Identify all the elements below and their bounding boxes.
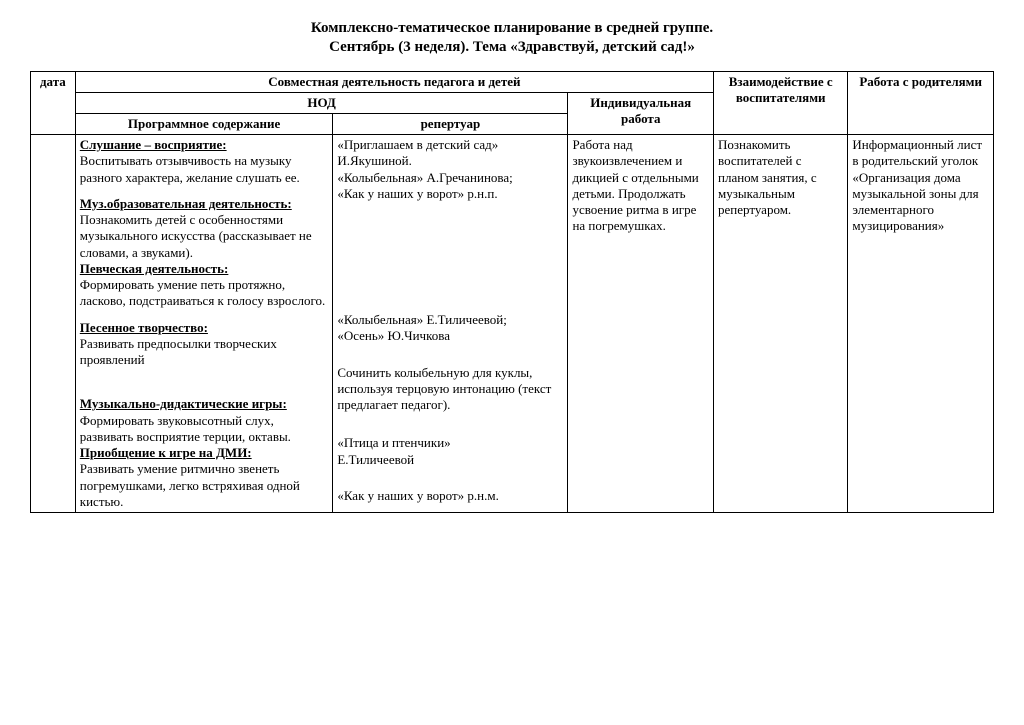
cell-program: Слушание – восприятие: Воспитывать отзыв… [75,135,333,513]
rep-text: «Как у наших у ворот» р.н.п. [337,186,497,201]
header-program: Программное содержание [75,114,333,135]
page-title-1: Комплексно-тематическое планирование в с… [30,20,994,37]
header-teachers: Взаимодействие с воспитателями [714,72,848,135]
section-body: Формировать звуковысотный слух, развиват… [80,413,291,444]
section-head: Певческая деятельность: [80,261,229,276]
page-title-2: Сентябрь (3 неделя). Тема «Здравствуй, д… [30,39,994,56]
cell-parents: Информационный лист в родительский уголо… [848,135,994,513]
rep-text: «Осень» Ю.Чичкова [337,328,450,343]
section-body: Развивать умение ритмично звенеть погрем… [80,461,300,509]
section-head: Слушание – восприятие: [80,137,227,152]
header-joint: Совместная деятельность педагога и детей [75,72,713,93]
table-row: Слушание – восприятие: Воспитывать отзыв… [31,135,994,513]
table-row: дата Совместная деятельность педагога и … [31,72,994,93]
header-repertoire: репертуар [333,114,568,135]
header-nod: НОД [75,93,568,114]
rep-text: «Колыбельная» Е.Тиличеевой; [337,312,507,327]
rep-text: «Колыбельная» А.Гречанинова; [337,170,512,185]
rep-text: «Птица и птенчики» [337,435,450,450]
cell-teachers: Познакомить воспитателей с планом заняти… [714,135,848,513]
section-head: Муз.образовательная деятельность: [80,196,292,211]
header-date: дата [31,72,76,135]
section-head: Музыкально-дидактические игры: [80,396,287,411]
cell-repertoire: «Приглашаем в детский сад» И.Якушиной. «… [333,135,568,513]
rep-text: «Приглашаем в детский сад» И.Якушиной. [337,137,498,168]
section-head: Песенное творчество: [80,320,208,335]
cell-date [31,135,76,513]
section-head: Приобщение к игре на ДМИ: [80,445,252,460]
section-body: Формировать умение петь протяжно, ласков… [80,277,325,308]
section-body: Познакомить детей с особенностями музыка… [80,212,312,260]
cell-individual: Работа над звукоизвлечением и дикцией с … [568,135,714,513]
planning-table: дата Совместная деятельность педагога и … [30,71,994,513]
section-body: Развивать предпосылки творческих проявле… [80,336,277,367]
header-individual: Индивидуальная работа [568,93,714,135]
header-parents: Работа с родителями [848,72,994,135]
rep-text: Е.Тиличеевой [337,452,414,467]
rep-text: Сочинить колыбельную для куклы, использу… [337,365,551,413]
section-body: Воспитывать отзывчивость на музыку разно… [80,153,300,184]
rep-text: «Как у наших у ворот» р.н.м. [337,488,499,503]
